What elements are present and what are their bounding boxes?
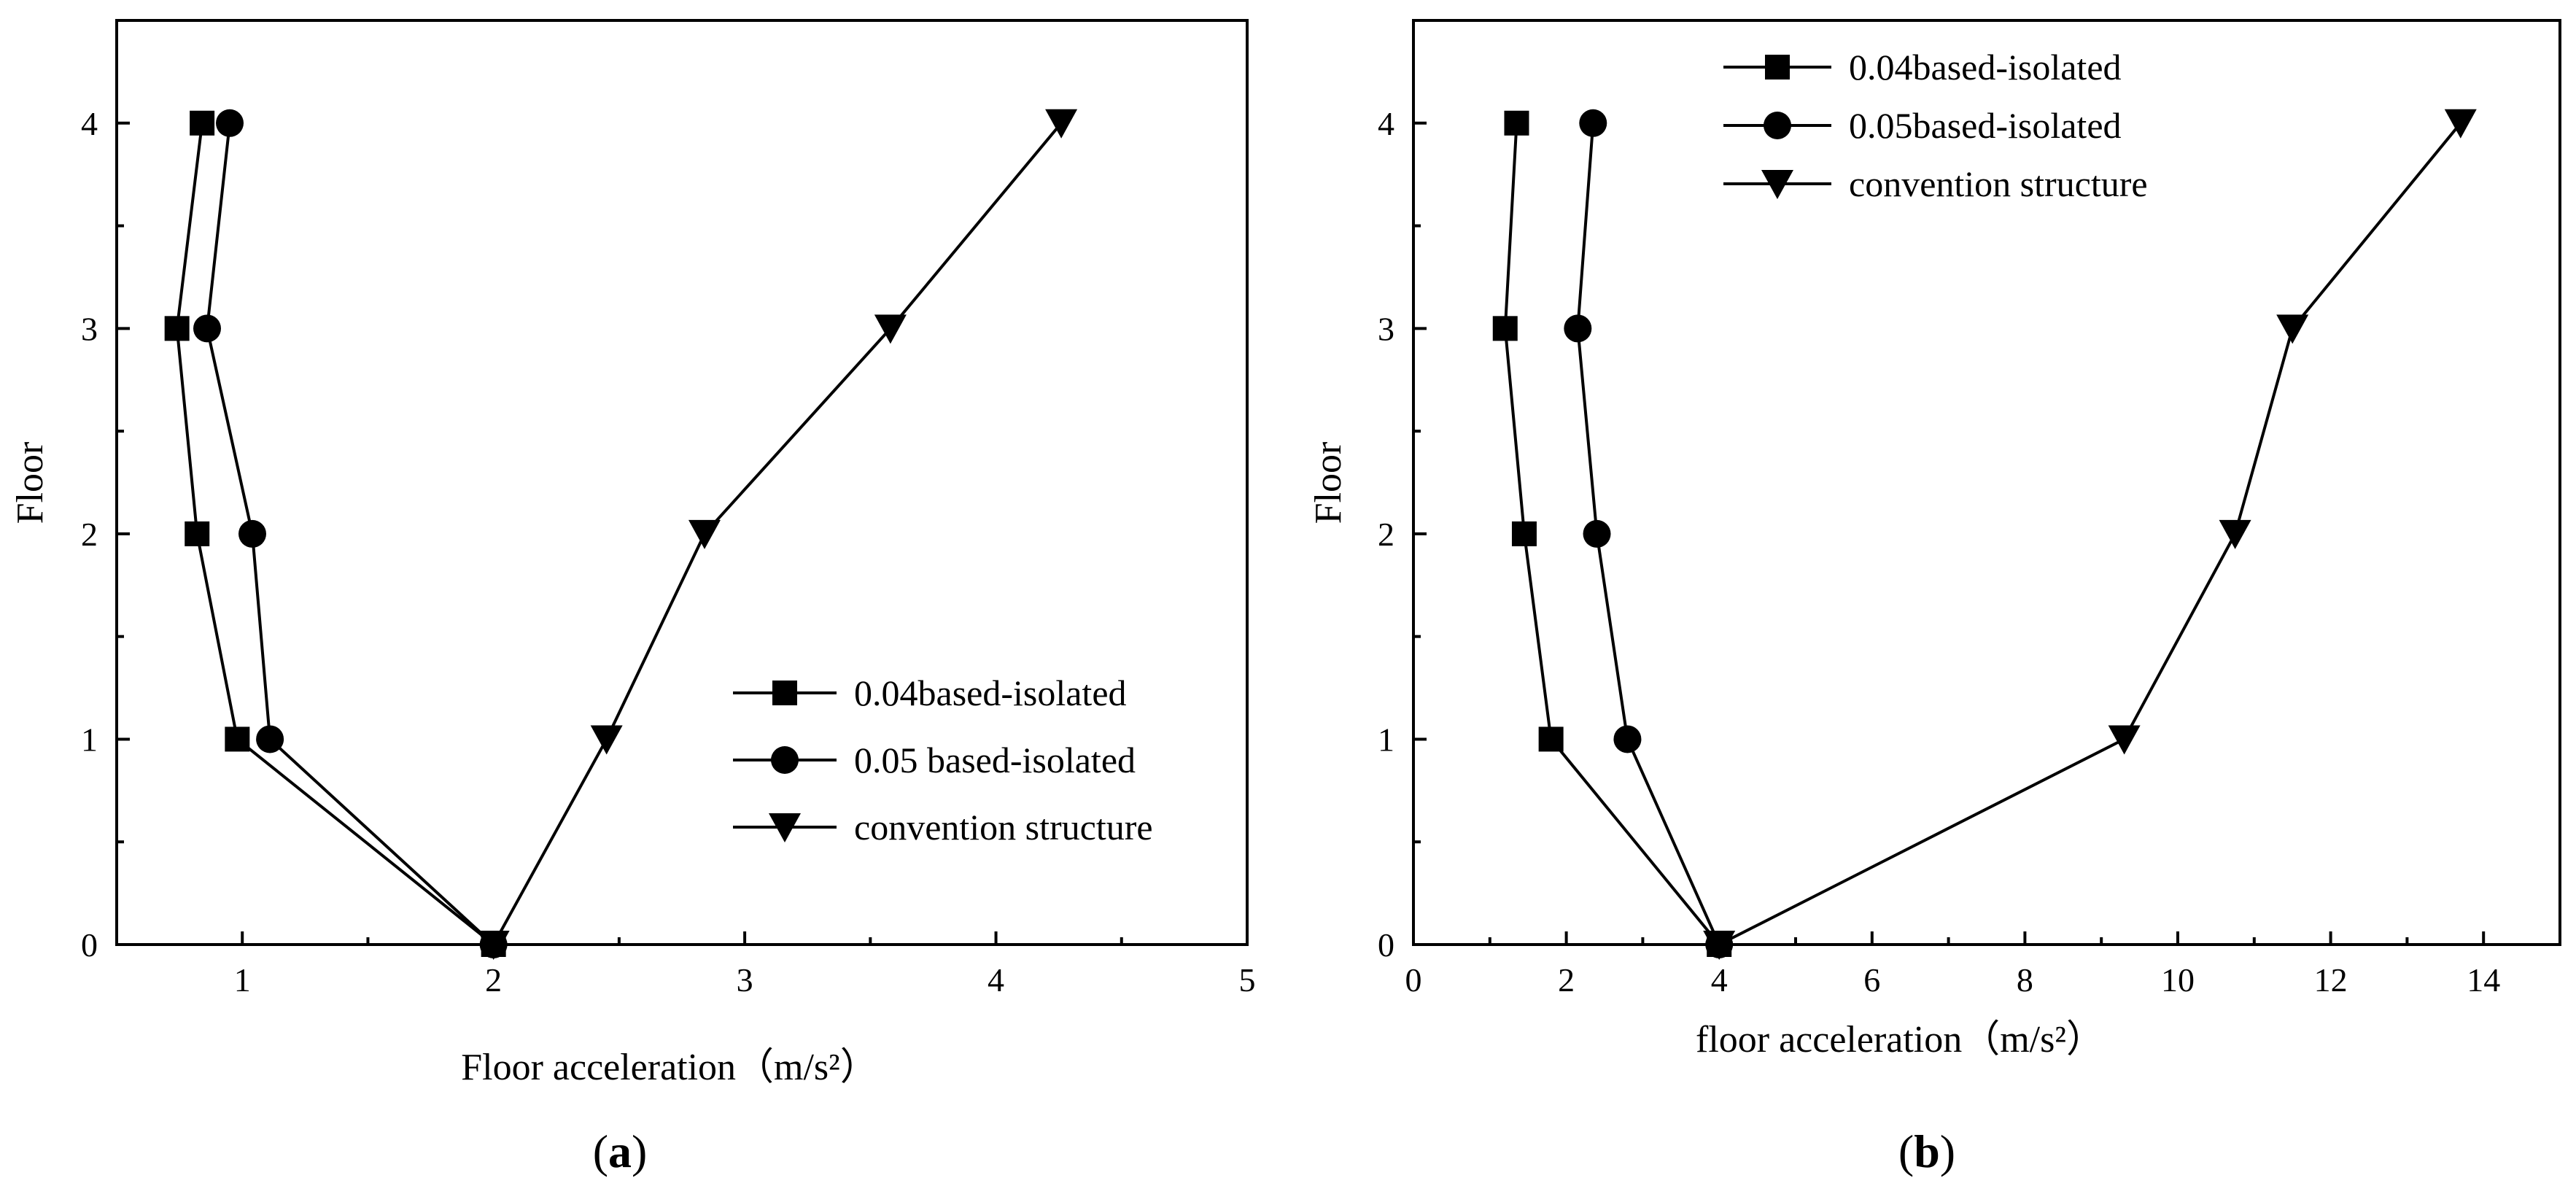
data-point-circle [1579, 109, 1607, 137]
legend-label: convention structure [1849, 163, 2148, 204]
legend-marker-circle [771, 746, 799, 774]
legend-marker-circle [1764, 112, 1791, 139]
plot-frame [115, 19, 1249, 946]
x-tick-label: 1 [234, 961, 251, 999]
y-tick-label: 2 [81, 516, 98, 553]
panel-label: (b) [1898, 1125, 1955, 1177]
y-tick-label: 1 [81, 721, 98, 758]
data-point-square [1492, 316, 1518, 341]
x-tick-label: 2 [485, 961, 502, 999]
data-point-circle [193, 314, 221, 343]
data-point-triangle-down [1045, 109, 1078, 139]
x-tick-label: 5 [1239, 961, 1256, 999]
data-point-triangle-down [590, 725, 623, 755]
y-tick-label: 0 [81, 926, 98, 964]
x-tick-label: 3 [737, 961, 753, 999]
data-point-square [1538, 726, 1564, 752]
series-triangle-down [477, 109, 1078, 960]
data-point-square [190, 110, 215, 136]
chart-panel-a: 1 2 3 4 5 0 1 2 3 4 Floor Floor acceleration（m/s²） (… [9, 19, 1256, 1177]
x-tick-label: 2 [1558, 961, 1575, 999]
legend-label: 0.05based-isolated [1849, 105, 2122, 146]
legend-label: 0.05 based-isolated [854, 740, 1136, 780]
plot-frame [1412, 19, 2561, 946]
data-point-circle [256, 725, 284, 753]
x-axis-title: floor acceleration（m/s²） [1696, 1019, 2104, 1061]
legend-marker-triangle-down [1761, 170, 1793, 199]
y-tick-label: 4 [81, 105, 98, 142]
data-point-triangle-down [2108, 725, 2141, 755]
data-point-circle [216, 109, 244, 137]
legend-marker-square [772, 681, 797, 705]
data-point-circle [238, 519, 266, 548]
x-tick-label: 10 [2161, 961, 2195, 999]
x-tick-label: 4 [988, 961, 1004, 999]
panel-letter: a [608, 1125, 632, 1177]
x-axis-title: Floor acceleration（m/s²） [461, 1047, 878, 1088]
x-tick-label: 6 [1863, 961, 1880, 999]
series-triangle-down [1703, 109, 2477, 960]
data-point-triangle-down [874, 314, 907, 344]
y-tick-label: 2 [1378, 516, 1394, 553]
data-point-triangle-down [1703, 931, 1736, 960]
legend-label: convention structure [854, 807, 1153, 848]
x-tick-label: 0 [1405, 961, 1422, 999]
data-point-square [1504, 110, 1529, 136]
data-point-triangle-down [2444, 109, 2477, 139]
panel-label: (a) [593, 1125, 648, 1177]
data-point-triangle-down [2276, 314, 2309, 344]
data-point-circle [1613, 725, 1642, 753]
y-tick-label: 3 [81, 310, 98, 347]
data-point-square [1511, 521, 1537, 546]
data-point-triangle-down [688, 519, 721, 549]
legend-marker-triangle-down [769, 813, 801, 842]
legend-marker-square [1765, 55, 1790, 80]
data-point-square [164, 316, 190, 341]
y-tick-label: 0 [1378, 926, 1394, 964]
data-point-triangle-down [2219, 519, 2251, 549]
x-tick-label: 8 [2017, 961, 2033, 999]
y-tick-label: 4 [1378, 105, 1394, 142]
panel-letter: b [1914, 1125, 1940, 1177]
data-point-circle [1583, 519, 1611, 548]
y-tick-label: 1 [1378, 721, 1394, 758]
y-axis-title: Floor [1308, 442, 1349, 524]
y-tick-label: 3 [1378, 310, 1394, 347]
x-tick-label: 14 [2467, 961, 2500, 999]
data-point-triangle-down [477, 931, 510, 960]
y-axis-title: Floor [9, 442, 51, 524]
legend-label: 0.04based-isolated [854, 672, 1127, 713]
legend-label: 0.04based-isolated [1849, 47, 2122, 88]
x-tick-label: 12 [2314, 961, 2348, 999]
x-tick-label: 4 [1711, 961, 1728, 999]
data-point-square [225, 726, 250, 752]
data-point-square [185, 521, 210, 546]
data-point-circle [1564, 314, 1592, 343]
